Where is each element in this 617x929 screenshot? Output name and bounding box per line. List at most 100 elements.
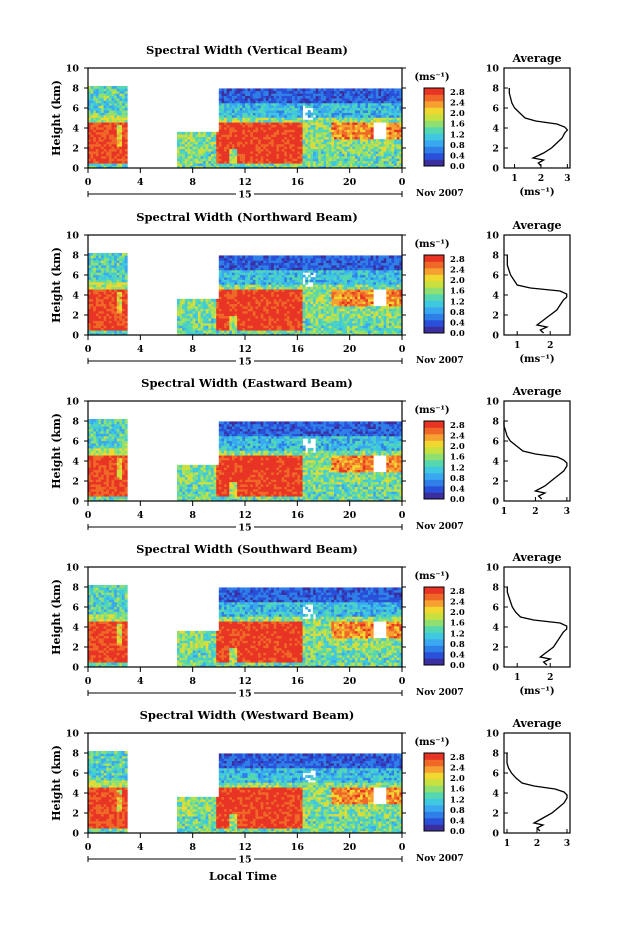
heatmap-cell [216,160,220,164]
heatmap-cell [106,143,110,147]
heatmap-cell [284,129,288,133]
colorbar-segment [424,146,444,154]
heatmap-cell [252,119,256,123]
heatmap-cell [367,139,371,142]
heatmap-cell [250,291,254,295]
heatmap-cell [203,158,207,162]
heatmap-cell [116,98,120,101]
heatmap-cell [273,107,277,111]
heatmap-cell [310,131,314,135]
heatmap-cell [307,310,311,314]
heatmap-cell [373,119,377,123]
heatmap-cell [119,294,123,297]
heatmap-cell [108,255,112,259]
heatmap-cell [276,267,280,271]
heatmap-cell [281,148,285,152]
heatmap-cell [354,163,358,166]
heatmap-cell [114,151,118,154]
heatmap-cell [297,88,301,92]
heatmap-cell [292,330,296,333]
heatmap-cell [294,98,298,101]
average-profile-line [508,88,569,167]
heatmap-cell [124,291,128,295]
heatmap-cell [279,151,283,154]
heatmap-cell [284,262,288,266]
heatmap-cell [237,286,241,290]
heatmap-cell [320,88,324,92]
heatmap-cell [271,122,275,125]
heatmap-cell [111,289,115,292]
heatmap-cell [271,255,275,259]
heatmap-cell [375,143,379,147]
heatmap-cell [247,332,251,336]
heatmap-cell [252,277,256,280]
heatmap-cell [339,93,343,97]
heatmap-cell [195,318,199,321]
heatmap-cell [263,110,267,113]
heatmap-cell [247,114,251,118]
heatmap-cell [242,272,246,276]
heatmap-cell [101,114,105,118]
heatmap-cell [252,155,256,159]
heatmap-cell [279,281,283,285]
heatmap-cell [98,310,102,314]
heatmap-cell [179,320,183,324]
heatmap-cell [122,129,126,133]
heatmap-cell [344,105,348,109]
heatmap-cell [367,141,371,145]
heatmap-cell [386,141,390,145]
heatmap-cell [276,90,280,94]
heatmap-cell [226,141,230,145]
heatmap-cell [310,151,314,154]
heatmap-cell [313,139,317,142]
heatmap-cell [229,296,233,300]
heatmap-cell [341,119,345,123]
heatmap-cell [98,165,102,169]
heatmap-cell [273,114,277,118]
heatmap-cell [108,286,112,290]
heatmap-cell [197,313,201,317]
heatmap-cell [292,139,296,142]
heatmap-cell [297,262,301,266]
heatmap-cell [184,318,188,321]
heatmap-cell [176,153,180,157]
heatmap-cell [336,117,340,121]
heatmap-cell [231,151,235,154]
heatmap-cell [116,306,120,309]
heatmap-cell [101,90,105,94]
heatmap-cell [284,151,288,154]
heatmap-cell [108,93,112,97]
heatmap-cell [320,110,324,113]
heatmap-cell [90,127,94,130]
heatmap-cell [108,160,112,164]
heatmap-cell [106,257,110,261]
heatmap-cell [344,129,348,133]
heatmap-cell [315,160,319,164]
heatmap-cell [281,119,285,123]
heatmap-cell [323,143,327,147]
heatmap-cell [326,136,330,140]
heatmap-cell [386,136,390,140]
heatmap-cell [362,102,366,106]
heatmap-cell [299,301,303,305]
heatmap-cell [289,298,293,302]
heatmap-cell [90,303,94,307]
heatmap-cell [276,308,280,312]
heatmap-cell [119,274,123,278]
heatmap-cell [95,102,99,106]
heatmap-cell [88,86,92,89]
heatmap-cell [286,281,290,285]
heatmap-cell [357,151,361,154]
heatmap-cell [224,158,228,162]
heatmap-cell [265,148,269,152]
heatmap-cell [260,330,264,333]
heatmap-cell [200,325,204,329]
heatmap-cell [242,141,246,145]
heatmap-cell [289,274,293,278]
heatmap-cell [234,124,238,128]
heatmap-cell [124,129,128,133]
heatmap-cell [111,327,115,331]
heatmap-cell [108,306,112,309]
heatmap-cell [396,124,400,128]
heatmap-cell [292,134,296,138]
